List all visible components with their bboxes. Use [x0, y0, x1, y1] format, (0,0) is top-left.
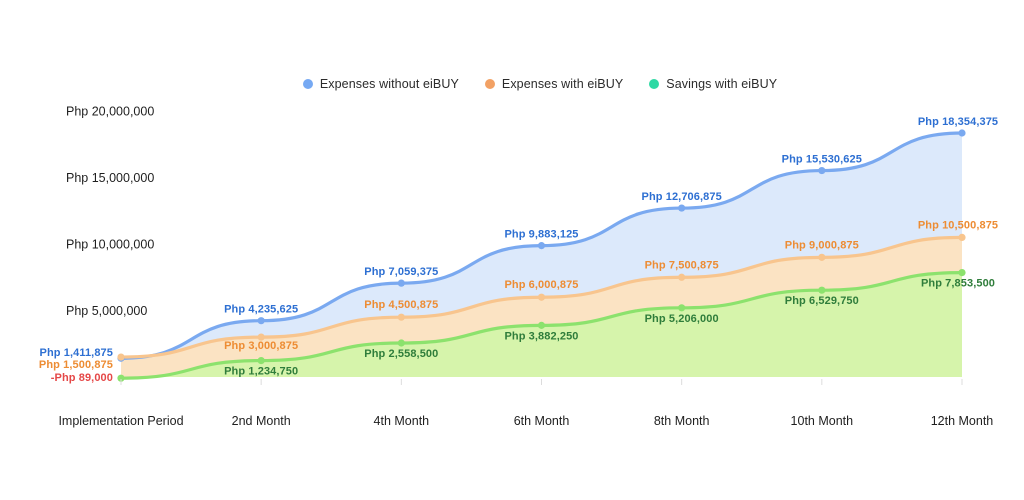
data-label: Php 4,235,625: [224, 304, 298, 316]
y-axis-label: Php 10,000,000: [66, 238, 154, 252]
legend-dot-orange-icon: [484, 79, 495, 89]
data-point-dot: [958, 268, 966, 277]
data-point-dot: [397, 313, 405, 321]
data-point-dot: [257, 356, 265, 365]
data-label: Php 12,706,875: [642, 191, 722, 203]
x-axis-label: 12th Month: [931, 414, 994, 428]
data-point-dot: [678, 204, 686, 212]
chart-legend: Expenses without eiBUY Expenses with eiB…: [28, 77, 1024, 91]
data-label: Php 10,500,875: [918, 219, 998, 231]
data-label: Php 5,206,000: [645, 313, 719, 325]
data-label: Php 7,059,375: [364, 266, 438, 278]
legend-item-savings-with-eibuy[interactable]: Savings with eiBUY: [649, 77, 777, 91]
data-label: Php 3,882,250: [504, 330, 578, 342]
data-label: -Php 89,000: [51, 372, 113, 384]
data-point-dot: [257, 333, 265, 341]
data-label: Php 1,234,750: [224, 366, 298, 378]
data-point-dot: [257, 317, 265, 325]
data-label: Php 18,354,375: [918, 116, 998, 128]
data-point-dot: [117, 374, 125, 382]
data-point-dot: [958, 129, 966, 137]
x-axis-label: 4th Month: [374, 414, 430, 428]
legend-label: Savings with eiBUY: [666, 77, 778, 91]
x-axis-label: 6th Month: [514, 414, 570, 428]
data-label: Php 1,411,875: [40, 347, 113, 359]
legend-dot-green-icon: [649, 79, 660, 89]
data-point-dot: [537, 242, 546, 250]
data-point-dot: [397, 279, 405, 287]
x-axis-label: Implementation Period: [58, 414, 183, 428]
data-label: Php 1,500,875: [39, 359, 113, 371]
data-point-dot: [537, 321, 546, 329]
data-label: Php 2,558,500: [364, 348, 438, 360]
data-label: Php 6,000,875: [504, 279, 578, 291]
data-label: Php 6,529,750: [785, 295, 859, 307]
x-axis-label: 8th Month: [654, 414, 710, 428]
x-axis-label: 2nd Month: [232, 414, 291, 428]
data-point-dot: [958, 233, 966, 242]
data-point-dot: [397, 339, 405, 347]
data-label: Php 7,853,500: [921, 278, 995, 290]
data-label: Php 4,500,875: [364, 299, 438, 311]
data-label: Php 15,530,625: [782, 154, 862, 166]
data-label: Php 3,000,875: [224, 340, 298, 352]
legend-label: Expenses with eiBUY: [501, 77, 624, 91]
data-point-dot: [818, 253, 826, 261]
y-axis-label: Php 5,000,000: [66, 304, 147, 318]
data-point-dot: [678, 304, 686, 312]
data-point-dot: [818, 166, 826, 175]
legend-label: Expenses without eiBUY: [319, 77, 459, 91]
y-axis-label: Php 15,000,000: [66, 171, 154, 185]
legend-dot-blue-icon: [302, 79, 313, 89]
x-axis-label: 10th Month: [791, 414, 854, 428]
data-point-dot: [678, 273, 686, 281]
y-axis-label: Php 20,000,000: [66, 105, 154, 119]
data-point-dot: [818, 286, 826, 294]
data-label: Php 7,500,875: [645, 259, 719, 271]
legend-item-expenses-with-eibuy[interactable]: Expenses with eiBUY: [484, 77, 624, 91]
data-label: Php 9,883,125: [504, 229, 578, 241]
legend-item-expenses-without-eibuy[interactable]: Expenses without eiBUY: [302, 77, 459, 91]
data-label: Php 9,000,875: [785, 239, 859, 251]
data-point-dot: [117, 353, 125, 361]
data-point-dot: [537, 293, 546, 301]
